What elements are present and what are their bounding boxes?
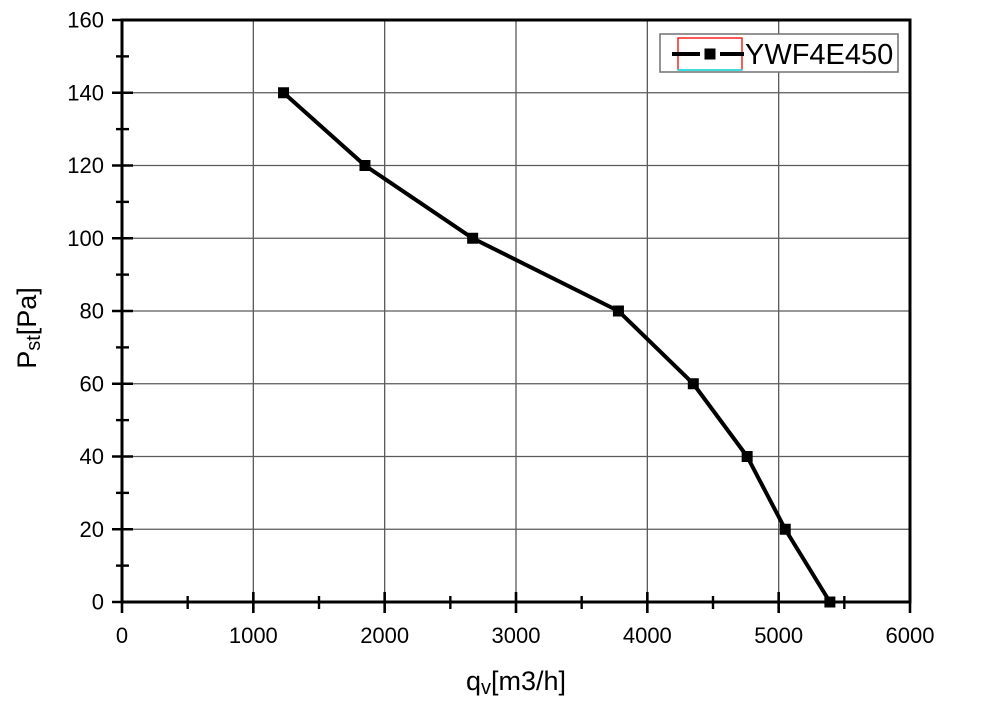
x-tick-label: 0 [116, 623, 128, 648]
data-point-marker [467, 232, 479, 244]
y-tick-label: 140 [67, 80, 104, 105]
legend-sample-marker [704, 48, 716, 60]
y-tick-label: 80 [80, 299, 104, 324]
x-tick-label: 4000 [623, 623, 672, 648]
y-tick-label: 40 [80, 444, 104, 469]
y-tick-label: 0 [92, 590, 104, 615]
chart-frame [120, 18, 912, 604]
data-point-marker [824, 596, 836, 608]
y-tick-label: 160 [67, 8, 104, 33]
y-tick-label: 60 [80, 371, 104, 396]
y-tick-label: 100 [67, 226, 104, 251]
x-axis-title: qv[m3/h] [466, 666, 566, 699]
data-point-marker [359, 160, 371, 171]
x-tick-label: 1000 [229, 623, 278, 648]
x-tick-label: 2000 [360, 623, 409, 648]
legend: YWF4E450 [659, 33, 899, 73]
data-point-marker [779, 523, 791, 535]
x-tick-label: 3000 [492, 623, 541, 648]
data-point-marker [687, 378, 699, 390]
y-axis-title: Pst[Pa] [12, 287, 45, 369]
x-tick-label: 5000 [754, 623, 803, 648]
data-point-marker [741, 451, 753, 462]
y-tick-label: 120 [67, 153, 104, 178]
y-tick-label: 20 [80, 517, 104, 542]
data-point-marker [612, 305, 624, 317]
series-line [282, 91, 832, 604]
data-point-marker [278, 87, 290, 99]
legend-series-label: YWF4E450 [745, 39, 893, 71]
x-tick-label: 6000 [886, 623, 935, 648]
